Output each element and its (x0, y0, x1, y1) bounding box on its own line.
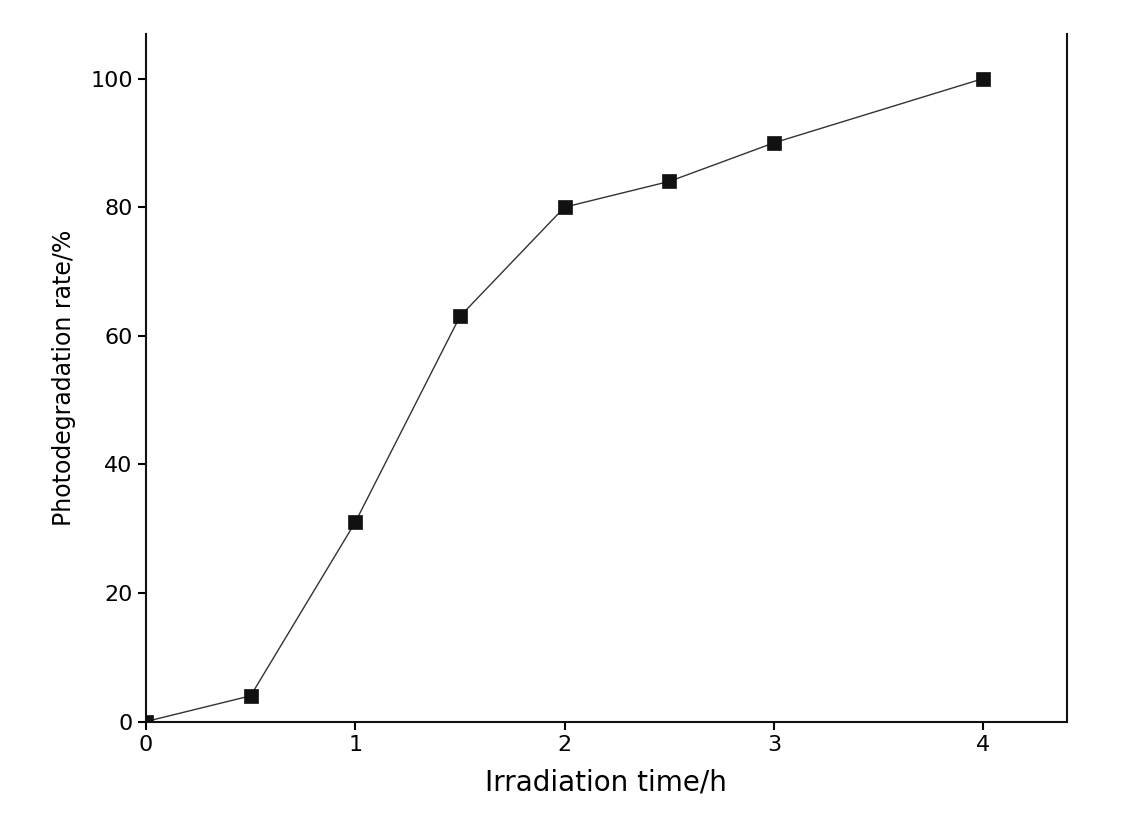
X-axis label: Irradiation time/h: Irradiation time/h (485, 769, 728, 796)
Y-axis label: Photodegradation rate/%: Photodegradation rate/% (53, 229, 76, 526)
